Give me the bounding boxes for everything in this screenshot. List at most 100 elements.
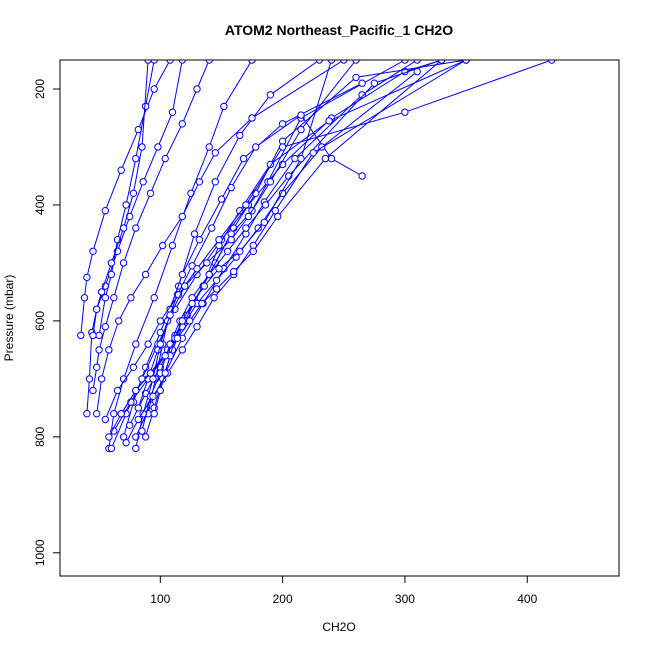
data-point: [370, 79, 379, 87]
data-point: [110, 410, 118, 418]
data-point: [156, 317, 165, 325]
profile-line: [135, 60, 357, 449]
data-point: [178, 317, 187, 325]
data-point: [340, 60, 348, 64]
profile-line: [137, 114, 363, 409]
data-point: [352, 60, 360, 64]
data-point: [139, 178, 147, 186]
data-point: [161, 369, 169, 377]
plot-frame: [59, 59, 620, 577]
data-point: [154, 143, 162, 151]
profile-series: [126, 60, 470, 429]
data-point: [146, 369, 155, 377]
data-point: [205, 143, 213, 151]
data-point: [266, 178, 275, 186]
data-point: [161, 352, 169, 360]
data-point: [126, 421, 134, 429]
data-point: [548, 60, 556, 64]
x-axis-label: CH2O: [322, 620, 355, 634]
profile-line: [80, 60, 171, 336]
data-point: [122, 439, 130, 447]
data-point: [186, 317, 194, 325]
data-point: [83, 273, 91, 282]
data-point: [211, 178, 220, 186]
chart-title: ATOM2 Northeast_Pacific_1 CH2O: [225, 22, 453, 38]
data-point: [122, 201, 130, 209]
profile-line: [92, 60, 210, 391]
y-axis-label: Pressure (mbar): [2, 275, 16, 362]
x-axis: 100 200 300 400: [150, 576, 538, 606]
data-point: [178, 346, 187, 354]
data-point: [97, 288, 106, 296]
x-tick-label: 400: [517, 592, 537, 606]
data-point: [132, 433, 140, 441]
data-point: [101, 207, 110, 215]
data-point: [297, 125, 305, 134]
data-point: [278, 120, 287, 128]
x-tick-label: 200: [273, 592, 293, 606]
data-point: [205, 60, 213, 64]
data-point: [227, 183, 235, 192]
profile-line: [110, 60, 442, 449]
data-point: [105, 346, 113, 354]
profile-series: [105, 60, 256, 453]
data-point: [244, 212, 253, 221]
profile-line: [108, 60, 253, 449]
y-tick-label: 600: [33, 311, 47, 331]
data-point: [89, 247, 97, 256]
data-point: [141, 102, 150, 111]
data-point: [150, 410, 158, 418]
data-point: [134, 415, 143, 424]
data-point: [239, 154, 248, 163]
y-axis: 200 400 600 800 1000: [33, 79, 60, 566]
data-point: [325, 117, 333, 125]
data-point: [156, 386, 165, 395]
profile-series: [89, 60, 213, 395]
data-point: [358, 172, 366, 180]
data-point: [401, 60, 409, 64]
profile-line: [108, 60, 442, 438]
data-point: [193, 85, 201, 93]
data-point: [156, 340, 165, 348]
data-point: [203, 259, 211, 267]
data-point: [291, 154, 299, 163]
data-point: [188, 299, 196, 308]
data-point: [193, 265, 201, 273]
data-point: [141, 270, 150, 279]
data-point: [254, 224, 262, 232]
y-tick-label: 200: [33, 79, 47, 99]
data-point: [261, 201, 270, 209]
data-point: [208, 224, 216, 232]
data-point: [223, 247, 232, 256]
data-point: [149, 392, 157, 400]
data-point: [236, 131, 244, 140]
y-tick-label: 1000: [33, 539, 47, 566]
data-point: [95, 331, 103, 340]
data-point: [190, 230, 199, 238]
data-point: [144, 60, 152, 64]
data-point: [178, 120, 187, 128]
data-point: [198, 299, 206, 308]
data-point: [249, 247, 258, 256]
data-point: [352, 73, 360, 82]
profile-line: [98, 60, 155, 336]
data-point: [168, 108, 177, 116]
data-point: [248, 60, 256, 64]
profile-series: [134, 111, 366, 412]
data-point: [93, 363, 101, 371]
data-point: [89, 386, 97, 395]
data-point: [178, 270, 187, 279]
data-point: [105, 433, 113, 441]
data-point: [117, 410, 125, 418]
data-point: [178, 60, 186, 64]
y-tick-label: 800: [33, 427, 47, 447]
data-point: [150, 294, 158, 302]
data-point: [129, 363, 138, 371]
data-point: [115, 317, 123, 325]
data-point: [119, 259, 128, 267]
data-point: [195, 236, 204, 244]
data-point: [205, 270, 213, 279]
data-point: [83, 410, 91, 418]
data-point: [210, 294, 218, 302]
